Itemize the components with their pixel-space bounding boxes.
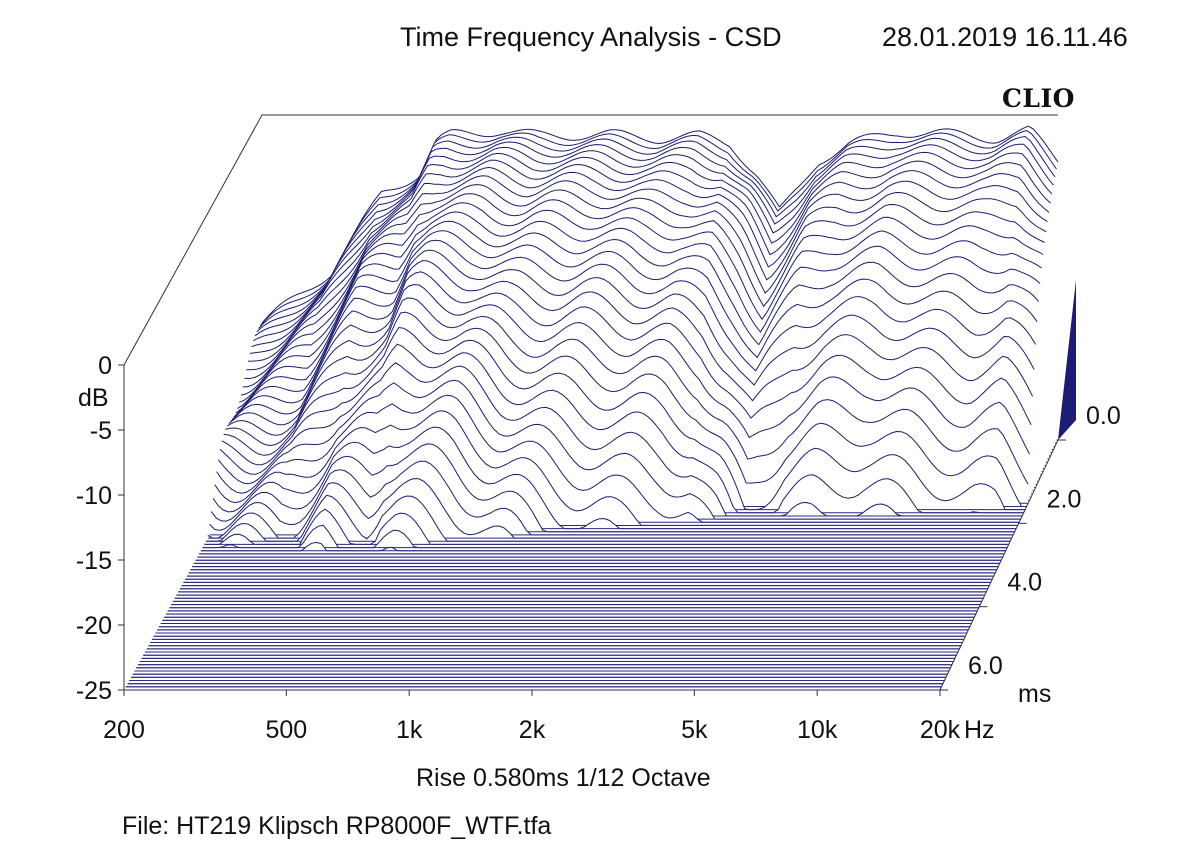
- y-axis-label: dB: [78, 384, 109, 412]
- z-axis-line: [939, 439, 1059, 691]
- z-tick-label: 0.0: [1086, 402, 1121, 430]
- slice-trace: [226, 297, 1029, 485]
- slice-trace: [249, 166, 1048, 354]
- slice-trace: [230, 271, 1032, 426]
- x-tick-label: 500: [266, 716, 308, 744]
- slice-trace: [254, 146, 1053, 337]
- slice-trace: [242, 202, 1042, 388]
- slice-trace: [253, 152, 1051, 342]
- slice-trace: [240, 211, 1041, 396]
- csd-slice: [202, 524, 1008, 549]
- slice-trace: [256, 141, 1054, 333]
- clio-logo: CLIO: [1002, 84, 1075, 113]
- slice-trace: [246, 184, 1045, 371]
- x-tick-label: 200: [103, 716, 145, 744]
- slice-trace: [223, 326, 1026, 511]
- axis-ticks: 0 -5 -10 -15 -20 -25 200 500 1k 2k 5k 10k 20k 0.0 2.0 4…: [76, 352, 1121, 744]
- x-tick-label: 20k: [920, 716, 961, 744]
- chart-title: Time Frequency Analysis - CSD: [400, 22, 782, 52]
- x-tick-label: 10k: [797, 716, 838, 744]
- slice-trace: [259, 129, 1057, 327]
- analysis-settings: Rise 0.580ms 1/12 Octave: [416, 764, 711, 792]
- z-axis-unit: ms: [1018, 680, 1052, 708]
- y-tick-label: -25: [76, 677, 112, 705]
- z-tick-label: 2.0: [1047, 485, 1082, 513]
- slice-trace: [225, 311, 1027, 507]
- slice-trace: [258, 135, 1056, 329]
- y-tick-label: 0: [98, 352, 112, 380]
- slice-trace: [231, 260, 1034, 420]
- slice-trace: [251, 159, 1050, 348]
- slice-trace: [239, 220, 1039, 403]
- x-tick-label: 1k: [396, 716, 423, 744]
- csd-slice: [200, 541, 1006, 552]
- csd-slices: [124, 125, 1059, 691]
- right-edge-wall: [1058, 280, 1076, 440]
- y-tick-label: -15: [76, 547, 112, 575]
- x-tick-label: 2k: [519, 716, 546, 744]
- z-tick-label: 4.0: [1007, 569, 1042, 597]
- slice-trace: [237, 230, 1038, 409]
- x-axis-unit: Hz: [964, 716, 995, 744]
- y-tick-label: -10: [76, 482, 112, 510]
- slice-trace: [228, 284, 1031, 455]
- slice-trace: [219, 362, 1023, 517]
- z-tick-label: 6.0: [968, 652, 1003, 680]
- slice-trace: [247, 175, 1047, 362]
- slice-trace: [221, 343, 1024, 514]
- slice-trace: [261, 125, 1059, 324]
- slice-trace: [233, 249, 1035, 418]
- y-tick-label: -5: [90, 417, 112, 445]
- slice-trace: [244, 193, 1044, 380]
- back-frame-line: [123, 114, 1058, 366]
- slice-mask: [202, 525, 1008, 548]
- timestamp: 28.01.2019 16.11.46: [882, 22, 1128, 52]
- slice-trace: [235, 239, 1037, 414]
- file-name: File: HT219 Klipsch RP8000F_WTF.tfa: [122, 812, 552, 840]
- y-tick-label: -20: [76, 612, 112, 640]
- x-tick-label: 5k: [681, 716, 708, 744]
